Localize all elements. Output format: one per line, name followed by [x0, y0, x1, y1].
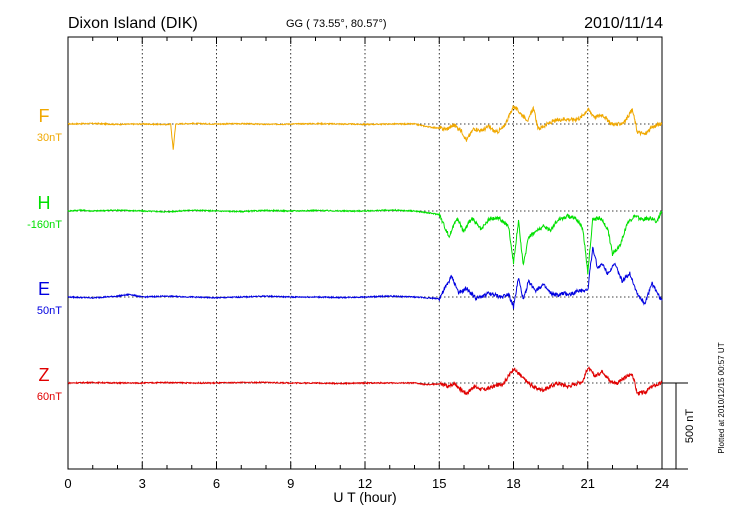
x-tick-label: 21 [581, 476, 595, 491]
series-line-f [67, 105, 663, 150]
x-tick-label: 15 [432, 476, 446, 491]
series-name-e: E [38, 279, 50, 299]
series-offset-z: 60nT [37, 391, 62, 403]
series-line-z [67, 366, 663, 396]
x-tick-label: 24 [655, 476, 669, 491]
x-tick-label: 12 [358, 476, 372, 491]
series-labels: F 30nT H -160nT E 50nT Z 60nT [27, 106, 62, 403]
x-axis-ticks: 0 3 6 9 12 15 18 21 24 [64, 37, 669, 491]
x-axis-label: U T (hour) [333, 489, 396, 505]
grid-lines [68, 37, 662, 469]
station-title: Dixon Island (DIK) [68, 15, 198, 32]
plotted-timestamp: Plotted at 2010/12/15 00:57 UT [717, 342, 726, 453]
scale-bar-label: 500 nT [684, 409, 696, 444]
x-tick-label: 3 [139, 476, 146, 491]
x-tick-label: 6 [213, 476, 220, 491]
series-group [67, 105, 663, 396]
series-name-f: F [39, 106, 50, 126]
series-offset-h: -160nT [27, 219, 62, 231]
x-tick-label: 9 [287, 476, 294, 491]
series-offset-f: 30nT [37, 132, 62, 144]
series-line-h [67, 208, 663, 275]
series-name-z: Z [39, 365, 50, 385]
series-name-h: H [38, 193, 51, 213]
x-tick-label: 18 [506, 476, 520, 491]
date-label: 2010/11/14 [584, 15, 663, 32]
x-tick-label: 0 [64, 476, 71, 491]
scale-bar: 500 nT [662, 382, 696, 470]
coordinates-label: GG ( 73.55°, 80.57°) [286, 18, 387, 30]
series-offset-e: 50nT [37, 305, 62, 317]
series-line-e [67, 246, 663, 310]
